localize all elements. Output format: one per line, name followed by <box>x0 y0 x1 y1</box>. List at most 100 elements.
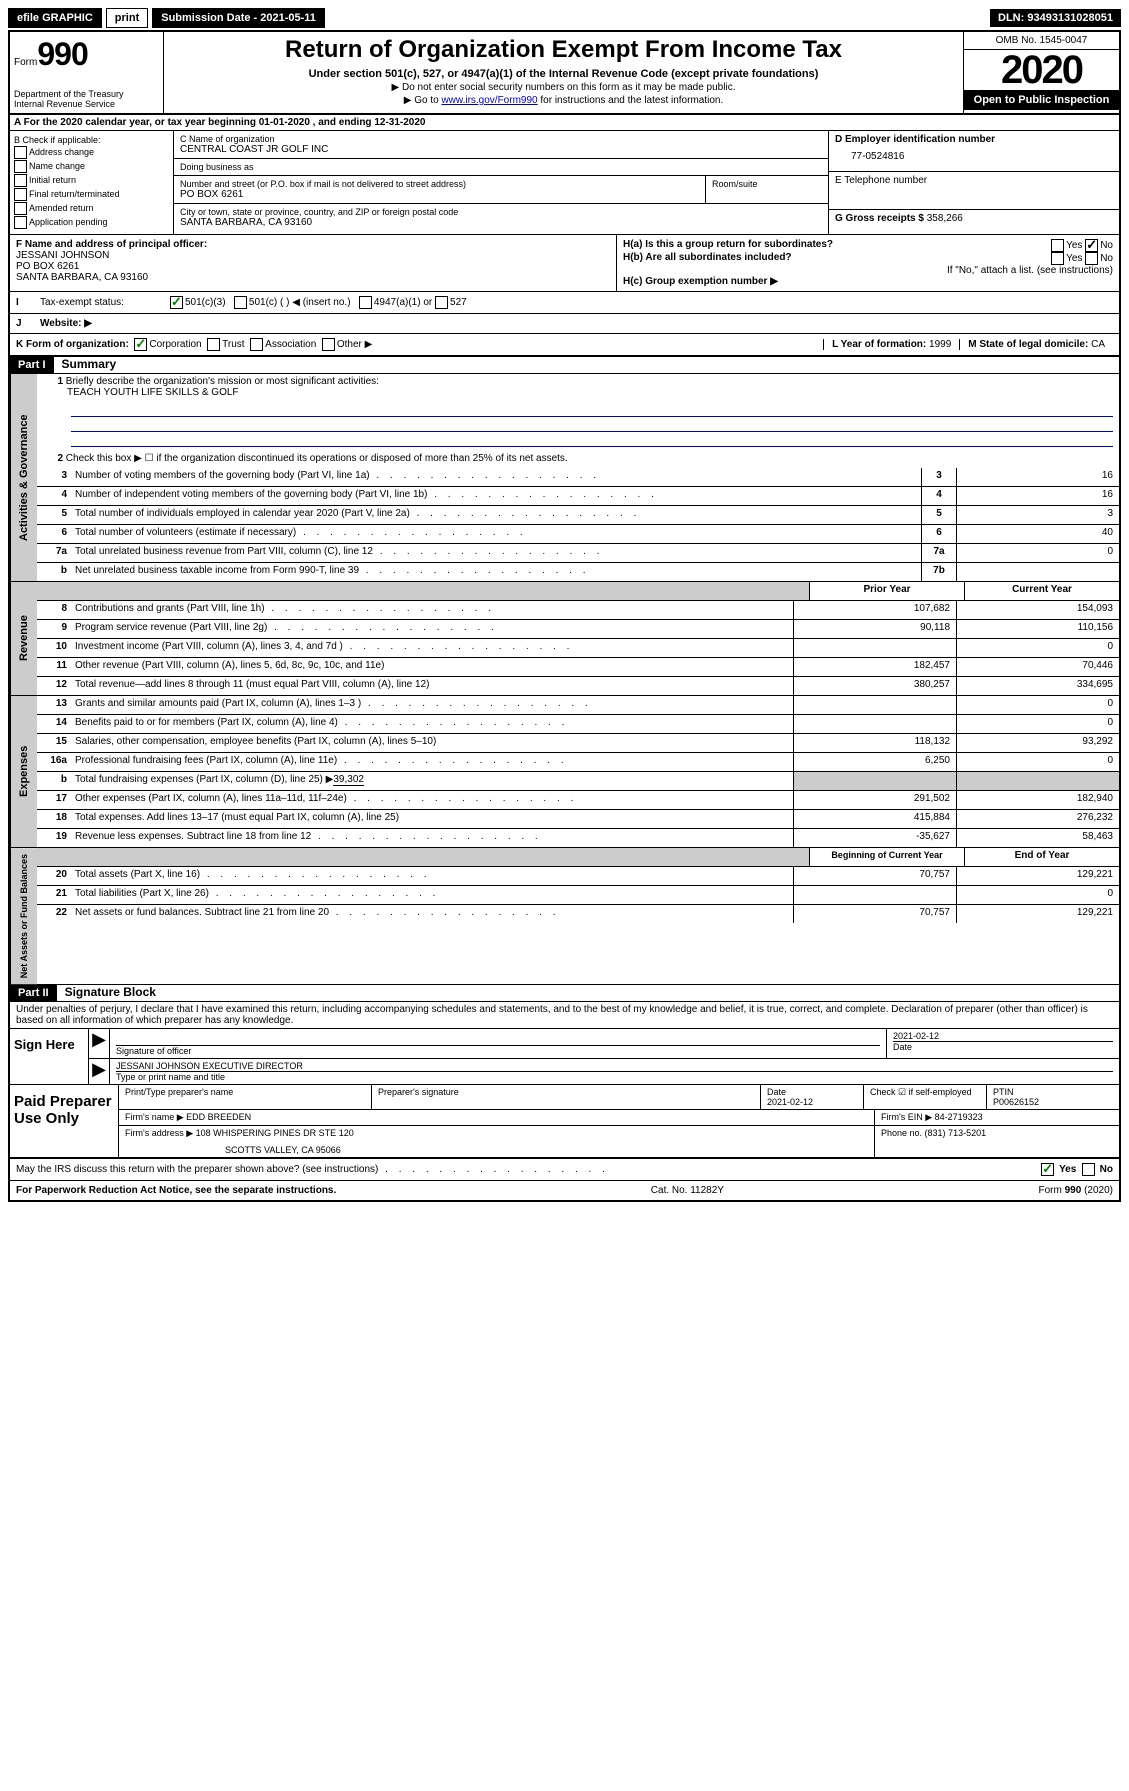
initial-return-check[interactable]: Initial return <box>14 174 169 187</box>
part1-badge: Part I <box>10 357 54 373</box>
section-fh: F Name and address of principal officer:… <box>10 235 1119 292</box>
discuss-no-check[interactable] <box>1082 1163 1095 1176</box>
discuss-yes-check[interactable] <box>1041 1163 1054 1176</box>
footer-row: For Paperwork Reduction Act Notice, see … <box>10 1181 1119 1200</box>
street-address: PO BOX 6261 <box>180 189 699 200</box>
sign-here-section: Sign Here ▶ Signature of officer 2021-02… <box>10 1029 1119 1085</box>
mission-label: Briefly describe the organization's miss… <box>66 376 379 387</box>
top-toolbar: efile GRAPHIC print Submission Date - 20… <box>8 8 1121 28</box>
paid-preparer-label: Paid Preparer Use Only <box>10 1085 119 1157</box>
line2-text: Check this box ▶ ☐ if the organization d… <box>66 453 568 464</box>
street-cell: Number and street (or P.O. box if mail i… <box>174 176 706 203</box>
prior-year-header: Prior Year <box>809 582 964 600</box>
form-footer-label: Form 990 (2020) <box>1039 1185 1113 1196</box>
501c3-check[interactable] <box>170 296 183 309</box>
org-name-cell: C Name of organization CENTRAL COAST JR … <box>174 131 828 159</box>
tax-year: 2020 <box>964 50 1119 90</box>
part2-badge: Part II <box>10 985 57 1001</box>
section-bcde: B Check if applicable: Address change Na… <box>10 131 1119 235</box>
preparer-date: 2021-02-12 <box>767 1097 857 1107</box>
end-year-header: End of Year <box>964 848 1119 866</box>
assoc-check[interactable] <box>250 338 263 351</box>
col-b-checkboxes: B Check if applicable: Address change Na… <box>10 131 174 234</box>
tax-exempt-row: I Tax-exempt status: 501(c)(3) 501(c) ( … <box>10 292 1119 314</box>
cat-number: Cat. No. 11282Y <box>651 1185 724 1196</box>
amended-return-check[interactable]: Amended return <box>14 202 169 215</box>
addr-change-check[interactable]: Address change <box>14 146 169 159</box>
org-name: CENTRAL COAST JR GOLF INC <box>180 144 822 155</box>
ein-cell: D Employer identification number 77-0524… <box>829 131 1119 172</box>
part1-title: Summary <box>62 357 117 373</box>
group-return: H(a) Is this a group return for subordin… <box>617 235 1119 291</box>
room-suite-cell: Room/suite <box>706 176 828 203</box>
part2-title: Signature Block <box>65 985 156 1001</box>
vtab-revenue: Revenue <box>10 582 37 695</box>
firm-ein: 84-2719323 <box>935 1112 983 1122</box>
header-right: OMB No. 1545-0047 2020 Open to Public In… <box>963 32 1119 113</box>
ein-value: 77-0524816 <box>835 145 1113 168</box>
print-button[interactable]: print <box>106 8 148 28</box>
final-return-check[interactable]: Final return/terminated <box>14 188 169 201</box>
year-formation: 1999 <box>929 339 951 350</box>
col-c-org-info: C Name of organization CENTRAL COAST JR … <box>174 131 828 234</box>
paid-preparer-section: Paid Preparer Use Only Print/Type prepar… <box>10 1085 1119 1159</box>
revenue-section: Revenue Prior YearCurrent Year 8Contribu… <box>10 582 1119 696</box>
527-check[interactable] <box>435 296 448 309</box>
discuss-row: May the IRS discuss this return with the… <box>10 1159 1119 1181</box>
corp-check[interactable] <box>134 338 147 351</box>
instr-1: ▶ Do not enter social security numbers o… <box>172 82 955 93</box>
dln-label: DLN: 93493131028051 <box>990 9 1121 27</box>
preparer-name-header: Print/Type preparer's name <box>119 1085 371 1109</box>
line3-text: Number of voting members of the governin… <box>71 468 921 486</box>
firm-address: 108 WHISPERING PINES DR STE 120 <box>196 1128 354 1138</box>
vtab-expenses: Expenses <box>10 696 37 847</box>
other-check[interactable] <box>322 338 335 351</box>
part1-header-row: Part I Summary <box>10 357 1119 374</box>
sig-date: 2021-02-12 <box>893 1031 1113 1041</box>
k-form-org-row: K Form of organization: Corporation Trus… <box>10 334 1119 357</box>
fundraising-total: 39,302 <box>333 774 364 786</box>
gross-receipts: 358,266 <box>927 213 963 224</box>
phone-cell: E Telephone number <box>829 172 1119 210</box>
principal-officer: F Name and address of principal officer:… <box>10 235 617 291</box>
4947-check[interactable] <box>359 296 372 309</box>
submission-date: Submission Date - 2021-05-11 <box>152 8 325 28</box>
vtab-governance: Activities & Governance <box>10 374 37 581</box>
state-domicile: CA <box>1091 339 1105 350</box>
instr-2: ▶ Go to www.irs.gov/Form990 for instruct… <box>172 95 955 106</box>
paperwork-notice: For Paperwork Reduction Act Notice, see … <box>16 1185 336 1196</box>
discuss-text: May the IRS discuss this return with the… <box>16 1164 609 1175</box>
name-change-check[interactable]: Name change <box>14 160 169 173</box>
ptin-value: P00626152 <box>993 1097 1113 1107</box>
form-subtitle: Under section 501(c), 527, or 4947(a)(1)… <box>172 68 955 80</box>
app-pending-check[interactable]: Application pending <box>14 216 169 229</box>
vtab-net-assets: Net Assets or Fund Balances <box>10 848 37 984</box>
header-center: Return of Organization Exempt From Incom… <box>164 32 963 113</box>
col-de: D Employer identification number 77-0524… <box>828 131 1119 234</box>
current-year-header: Current Year <box>964 582 1119 600</box>
form-header: Form990 Department of the Treasury Inter… <box>10 32 1119 115</box>
trust-check[interactable] <box>207 338 220 351</box>
col-b-label: B Check if applicable: <box>14 135 169 145</box>
501c-check[interactable] <box>234 296 247 309</box>
firm-name: EDD BREEDEN <box>186 1112 251 1122</box>
net-assets-section: Net Assets or Fund Balances Beginning of… <box>10 848 1119 985</box>
arrow-icon: ▶ <box>89 1059 109 1084</box>
open-to-public: Open to Public Inspection <box>964 90 1119 110</box>
header-left: Form990 Department of the Treasury Inter… <box>10 32 164 113</box>
officer-typed-name: JESSANI JOHNSON EXECUTIVE DIRECTOR <box>116 1061 1113 1072</box>
part2-header-row: Part II Signature Block <box>10 985 1119 1002</box>
efile-button[interactable]: efile GRAPHIC <box>8 8 102 28</box>
line3-val: 16 <box>956 468 1119 486</box>
firm-phone: (831) 713-5201 <box>925 1128 987 1138</box>
declaration-text: Under penalties of perjury, I declare th… <box>10 1002 1119 1029</box>
instructions-link[interactable]: www.irs.gov/Form990 <box>441 95 537 106</box>
begin-year-header: Beginning of Current Year <box>809 848 964 866</box>
sig-officer-label: Signature of officer <box>116 1045 880 1056</box>
self-employed-check[interactable]: Check ☑ if self-employed <box>863 1085 986 1109</box>
form-container: Form990 Department of the Treasury Inter… <box>8 30 1121 1202</box>
gross-receipts-cell: G Gross receipts $ 358,266 <box>829 210 1119 234</box>
dba-cell: Doing business as <box>174 159 828 176</box>
preparer-sig-header: Preparer's signature <box>371 1085 760 1109</box>
city-state-zip: SANTA BARBARA, CA 93160 <box>180 217 822 228</box>
